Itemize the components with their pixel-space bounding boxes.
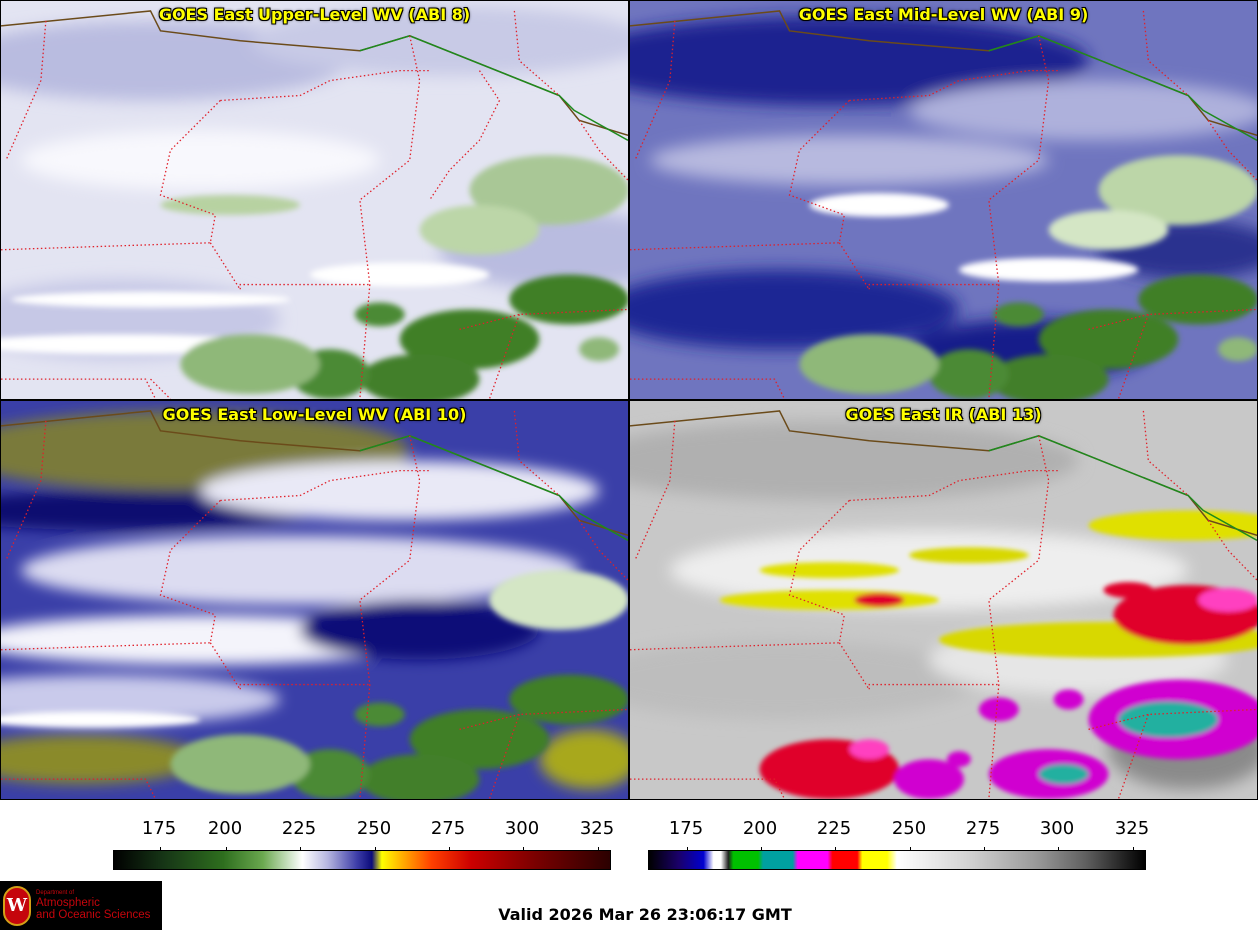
tick-label: 325 — [579, 818, 615, 839]
logo-line2: Atmospheric — [36, 896, 100, 909]
tick-label: 175 — [141, 818, 177, 839]
logo-line1: Department of — [36, 890, 75, 897]
panel-low-level-wv: GOES East Low-Level WV (ABI 10) — [0, 400, 629, 800]
aos-logo: W Department of Atmospheric and Oceanic … — [0, 881, 162, 930]
logo-line3: and Oceanic Sciences — [36, 908, 151, 921]
tick-label: 250 — [356, 818, 392, 839]
valid-time: Valid 2026 Mar 26 23:06:17 GMT — [498, 905, 792, 924]
wv-colorbar: 175 200 225 250 275 300 325 — [113, 812, 615, 872]
ir-colorbar-ticks: 175 200 225 250 275 300 325 — [648, 818, 1150, 840]
satellite-panels: GOES East Upper-Level WV (ABI 8) — [0, 0, 1258, 800]
crest-icon: W — [3, 885, 31, 926]
panel-mid-level-wv: GOES East Mid-Level WV (ABI 9) — [629, 0, 1258, 400]
tick-label: 225 — [816, 818, 852, 839]
upper-wv-image — [1, 1, 628, 399]
tick-label: 300 — [504, 818, 540, 839]
ir-colorbar: 175 200 225 250 275 300 325 — [648, 812, 1150, 872]
wv-colorbar-gradient — [113, 847, 611, 870]
low-wv-image — [1, 401, 628, 799]
mid-wv-image — [630, 1, 1257, 399]
ir-colorbar-gradient — [648, 847, 1146, 870]
panel-ir: GOES East IR (ABI 13) — [629, 400, 1258, 800]
wv-colorbar-ticks: 175 200 225 250 275 300 325 — [113, 818, 615, 840]
tick-label: 325 — [1114, 818, 1150, 839]
tick-label: 275 — [965, 818, 1001, 839]
tick-label: 200 — [742, 818, 778, 839]
tick-label: 300 — [1039, 818, 1075, 839]
tick-label: 250 — [891, 818, 927, 839]
logo-text: Department of Atmospheric and Oceanic Sc… — [36, 890, 150, 920]
tick-label: 200 — [207, 818, 243, 839]
tick-label: 225 — [281, 818, 317, 839]
panel-upper-level-wv: GOES East Upper-Level WV (ABI 8) — [0, 0, 629, 400]
tick-label: 275 — [430, 818, 466, 839]
tick-label: 175 — [668, 818, 704, 839]
ir-image — [630, 401, 1257, 799]
